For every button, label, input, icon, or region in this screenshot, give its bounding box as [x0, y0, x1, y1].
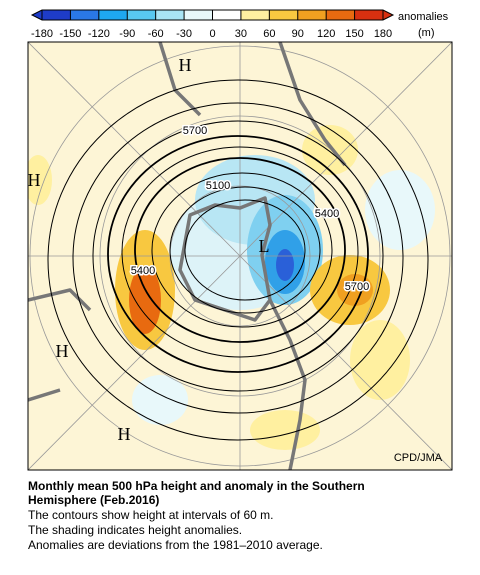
colorbar-segment — [212, 10, 241, 20]
caption-line: The contours show height at intervals of… — [28, 508, 273, 522]
contour-label: 5100 — [206, 180, 230, 192]
colorbar-tick-label: 150 — [345, 28, 363, 40]
colorbar-segment — [98, 10, 128, 20]
contour-label: 5400 — [315, 208, 339, 220]
map — [28, 42, 452, 470]
colorbar-tick-label: -90 — [119, 28, 135, 40]
colorbar-tick-label: 180 — [374, 28, 392, 40]
colorbar-tick-label: 60 — [263, 28, 275, 40]
colorbar-segment — [155, 10, 185, 20]
contours — [47, 79, 429, 441]
colorbar-segment — [42, 10, 71, 20]
colorbar-tick-label: -180 — [31, 28, 53, 40]
colorbar-tick-label: 30 — [235, 28, 247, 40]
caption-line: Anomalies are deviations from the 1981–2… — [28, 538, 323, 552]
colorbar-tick-label: -150 — [59, 28, 81, 40]
colorbar-unit: (m) — [418, 27, 435, 39]
contour-label: 5700 — [183, 125, 207, 137]
graticule — [28, 42, 452, 470]
high-center: H — [56, 341, 69, 361]
colorbar: -180 -150 -120 -90 -60 -30 0 30 60 90 120 150 180 — [30, 9, 395, 40]
contour-label: 5400 — [131, 265, 155, 277]
colorbar-end — [32, 10, 42, 20]
colorbar-tick-label: -60 — [148, 28, 164, 40]
high-center: H — [118, 424, 131, 444]
low-center: L — [259, 236, 270, 256]
colorbar-segment — [269, 10, 298, 20]
high-center: H — [28, 170, 41, 190]
caption-line: The shading indicates height anomalies. — [28, 523, 242, 537]
colorbar-segment — [70, 10, 99, 20]
colorbar-segment — [184, 10, 213, 20]
colorbar-tick-label: 120 — [317, 28, 335, 40]
caption-title: Monthly mean 500 hPa height and anomaly … — [28, 479, 365, 493]
colorbar-segment — [240, 10, 270, 20]
contour-label: 5700 — [345, 281, 369, 293]
caption-title: Hemisphere (Feb.2016) — [28, 493, 159, 507]
map-frame — [27, 41, 453, 471]
colorbar-segment — [326, 10, 355, 20]
colorbar-segment — [297, 10, 327, 20]
colorbar-tick-label: 90 — [292, 28, 304, 40]
colorbar-segment — [127, 10, 156, 20]
colorbar-label: anomalies — [398, 11, 449, 23]
colorbar-tick-label: 0 — [209, 28, 215, 40]
colorbar-end — [383, 10, 393, 20]
credit: CPD/JMA — [394, 452, 443, 464]
high-center: H — [179, 55, 192, 75]
colorbar-tick-label: -120 — [88, 28, 110, 40]
colorbar-tick-label: -30 — [176, 28, 192, 40]
colorbar-segment — [354, 10, 383, 20]
